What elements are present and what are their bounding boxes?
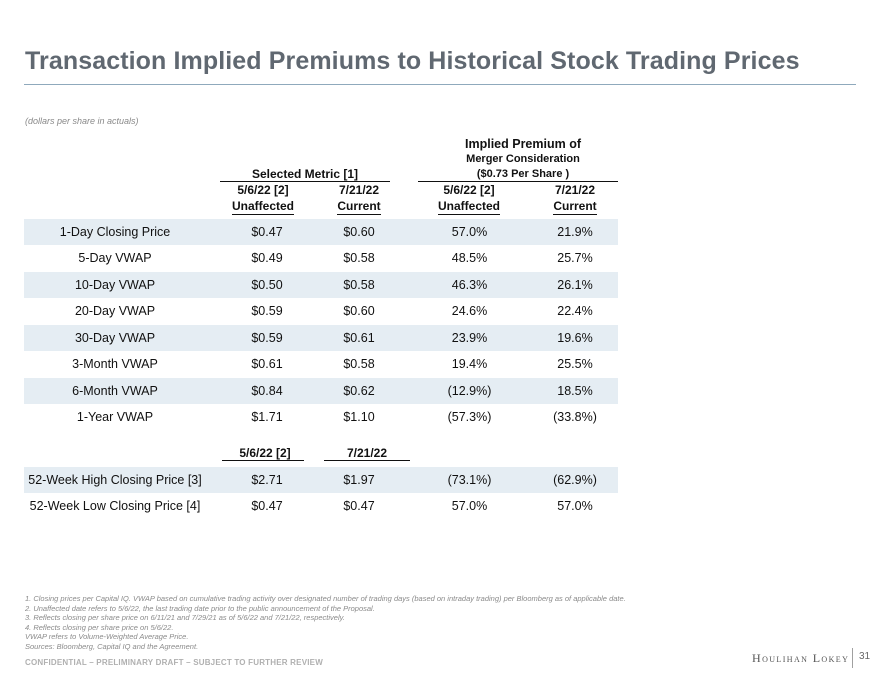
current-price-cell: $0.58 — [343, 278, 375, 292]
current-price-cell: $0.60 — [343, 304, 375, 318]
column-header-line1: 7/21/22 — [338, 183, 380, 197]
unaffected-premium-cell: 46.3% — [451, 278, 488, 292]
current-price-cell: $0.62 — [343, 384, 375, 398]
current-price-cell: $1.10 — [343, 410, 375, 424]
premium-group-underline — [418, 181, 618, 182]
unaffected-price-cell: $0.47 — [251, 225, 283, 239]
row-label: 3-Month VWAP — [72, 357, 158, 371]
units-note: (dollars per share in actuals) — [25, 116, 139, 126]
title-divider — [24, 84, 856, 85]
week52-header-unaffected: 5/6/22 [2] — [239, 446, 291, 460]
unaffected-premium-cell: 23.9% — [451, 331, 488, 345]
current-premium-cell: 19.6% — [557, 331, 593, 345]
current-premium-cell: 18.5% — [557, 384, 593, 398]
column-header-unaffected-price: 5/6/22 [2] Unaffected — [222, 182, 304, 215]
table-row: 6-Month VWAP $0.84 $0.62 (12.9%) 18.5% — [24, 378, 618, 404]
premium-heading: Implied Premium of Merger Consideration … — [418, 137, 628, 182]
column-header-line1: 5/6/22 [2] — [443, 183, 495, 197]
footnote: 3. Reflects closing per share price on 6… — [25, 613, 345, 623]
row-label: 10-Day VWAP — [74, 278, 156, 292]
premium-heading-line1: Implied Premium of — [465, 137, 581, 151]
selected-metric-underline — [220, 181, 390, 182]
page-title: Transaction Implied Premiums to Historic… — [25, 47, 800, 75]
column-header-current-premium: 7/21/22 Current — [532, 182, 618, 215]
table-row: 1-Year VWAP $1.71 $1.10 (57.3%) (33.8%) — [24, 404, 618, 430]
column-header-line2: Unaffected — [437, 199, 500, 215]
unaffected-premium-cell: 57.0% — [451, 499, 488, 513]
footnotes: 1. Closing prices per Capital IQ. VWAP b… — [25, 594, 725, 652]
footnote: 2. Unaffected date refers to 5/6/22, the… — [25, 603, 375, 613]
column-header-current-price: 7/21/22 Current — [324, 182, 394, 215]
table-row: 30-Day VWAP $0.59 $0.61 23.9% 19.6% — [24, 325, 618, 351]
unaffected-premium-cell: 24.6% — [451, 304, 488, 318]
unaffected-premium-cell: (73.1%) — [447, 473, 492, 487]
current-price-cell: $0.47 — [343, 499, 375, 513]
row-label: 1-Day Closing Price — [59, 225, 171, 239]
unaffected-premium-cell: 19.4% — [451, 357, 488, 371]
current-premium-cell: 57.0% — [557, 499, 593, 513]
table-row: 10-Day VWAP $0.50 $0.58 46.3% 26.1% — [24, 272, 618, 298]
unaffected-price-cell: $1.71 — [251, 410, 283, 424]
unaffected-premium-cell: 48.5% — [451, 251, 488, 265]
current-premium-cell: (62.9%) — [553, 473, 597, 487]
unaffected-price-cell: $0.61 — [251, 357, 283, 371]
current-premium-cell: 22.4% — [557, 304, 593, 318]
column-header-line1: 7/21/22 — [554, 183, 596, 197]
row-label: 1-Year VWAP — [76, 410, 154, 424]
column-header-line2: Current — [337, 199, 381, 215]
confidential-notice: CONFIDENTIAL – PRELIMINARY DRAFT – SUBJE… — [25, 658, 323, 667]
logo-divider — [852, 648, 853, 668]
table-row: 5-Day VWAP $0.49 $0.58 48.5% 25.7% — [24, 245, 618, 271]
footnote: 1. Closing prices per Capital IQ. VWAP b… — [25, 594, 626, 603]
row-label: 20-Day VWAP — [74, 304, 156, 318]
current-price-cell: $0.58 — [343, 251, 375, 265]
table-row: 1-Day Closing Price $0.47 $0.60 57.0% 21… — [24, 219, 618, 245]
current-premium-cell: 26.1% — [557, 278, 593, 292]
unaffected-price-cell: $0.49 — [251, 251, 283, 265]
unaffected-premium-cell: (12.9%) — [447, 384, 492, 398]
row-label: 52-Week Low Closing Price [4] — [29, 499, 201, 513]
unaffected-price-cell: $0.59 — [251, 304, 283, 318]
company-logo: Houlihan Lokey — [752, 651, 850, 665]
table-row: 52-Week High Closing Price [3] $2.71 $1.… — [24, 467, 618, 493]
row-label: 6-Month VWAP — [72, 384, 158, 398]
unaffected-premium-cell: (57.3%) — [447, 410, 492, 424]
row-label: 52-Week High Closing Price [3] — [28, 473, 202, 487]
unaffected-price-cell: $2.71 — [251, 473, 283, 487]
column-header-line1: 5/6/22 [2] — [237, 183, 289, 197]
current-premium-cell: 21.9% — [557, 225, 593, 239]
row-label: 5-Day VWAP — [78, 251, 152, 265]
current-premium-cell: 25.5% — [557, 357, 593, 371]
table-row: 3-Month VWAP $0.61 $0.58 19.4% 25.5% — [24, 351, 618, 377]
current-premium-cell: (33.8%) — [553, 410, 597, 424]
row-label: 30-Day VWAP — [74, 331, 156, 345]
unaffected-price-cell: $0.84 — [251, 384, 283, 398]
unaffected-price-cell: $0.47 — [251, 499, 283, 513]
table-row: 52-Week Low Closing Price [4] $0.47 $0.4… — [24, 493, 618, 519]
column-header-line2: Current — [553, 199, 597, 215]
unaffected-price-cell: $0.59 — [251, 331, 283, 345]
column-header-unaffected-premium: 5/6/22 [2] Unaffected — [425, 182, 513, 215]
premium-heading-line2: Merger Consideration — [466, 153, 580, 165]
column-header-line2: Unaffected — [231, 199, 294, 215]
selected-metric-label: Selected Metric [1] — [251, 167, 359, 181]
table-row: 20-Day VWAP $0.59 $0.60 24.6% 22.4% — [24, 298, 618, 324]
current-premium-cell: 25.7% — [557, 251, 593, 265]
week52-header-current: 7/21/22 — [346, 446, 388, 460]
current-price-cell: $0.58 — [343, 357, 375, 371]
unaffected-price-cell: $0.50 — [251, 278, 283, 292]
unaffected-premium-cell: 57.0% — [451, 225, 488, 239]
current-price-cell: $0.60 — [343, 225, 375, 239]
current-price-cell: $0.61 — [343, 331, 375, 345]
footnote: VWAP refers to Volume-Weighted Average P… — [25, 632, 189, 642]
week52-header-underline — [324, 460, 410, 461]
footnote: Sources: Bloomberg, Capital IQ and the A… — [25, 641, 199, 651]
page-number: 31 — [859, 651, 871, 662]
week52-header-underline — [222, 460, 304, 461]
footnote: 4. Reflects closing per share price on 5… — [25, 622, 174, 632]
current-price-cell: $1.97 — [343, 473, 375, 487]
premium-heading-line3: ($0.73 Per Share ) — [476, 168, 570, 180]
